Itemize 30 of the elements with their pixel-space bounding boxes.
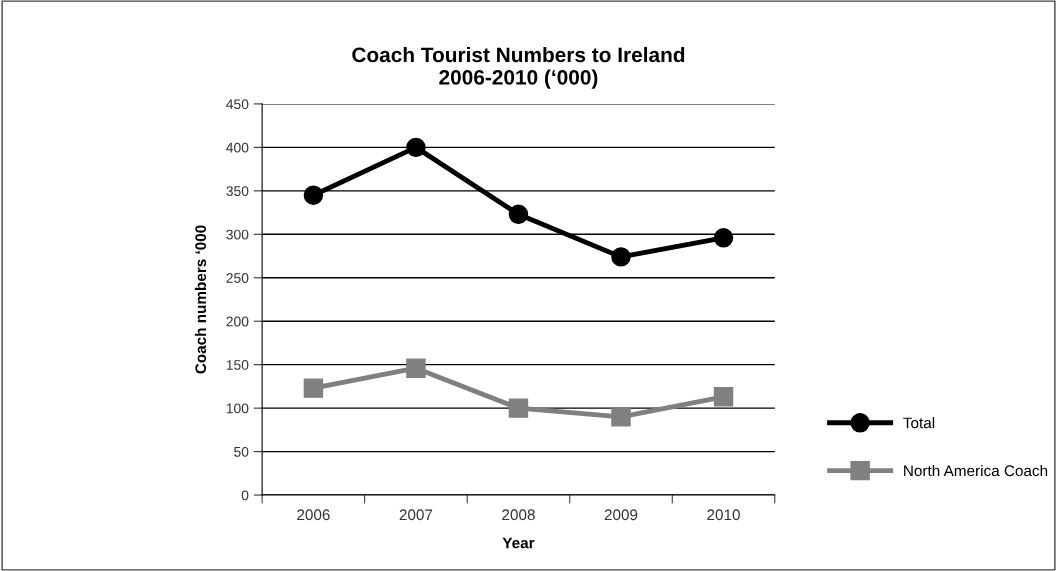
x-tick-label: 2006 xyxy=(297,509,330,521)
point xyxy=(303,185,324,205)
y-axis-title: Coach numbers ‘000 xyxy=(194,225,207,374)
y-tick-label: 200 xyxy=(226,316,249,327)
legend-label: Total xyxy=(903,417,935,429)
y-tick-label: 300 xyxy=(226,229,249,240)
point xyxy=(611,407,631,427)
x-axis-title: Year xyxy=(502,537,535,549)
y-tick-label: 250 xyxy=(226,273,249,283)
x-tick-label: 2008 xyxy=(502,509,535,521)
x-tick-label: 2009 xyxy=(604,509,638,521)
y-tick-label: 400 xyxy=(226,142,249,153)
y-tick-label: 450 xyxy=(226,99,249,110)
legend-label: North America Coach xyxy=(904,464,1048,477)
y-tick-label: 0 xyxy=(241,490,249,501)
point xyxy=(611,247,631,267)
point xyxy=(713,387,734,407)
x-tick-label: 2010 xyxy=(707,509,740,521)
chart-title: Coach Tourist Numbers to Ireland 2006-2010 (‘000) xyxy=(352,46,685,89)
y-tick-label: 100 xyxy=(226,403,249,414)
point xyxy=(406,358,426,378)
point xyxy=(406,137,426,158)
point xyxy=(508,398,529,418)
point xyxy=(713,228,734,248)
point xyxy=(303,378,324,398)
y-tick-label: 150 xyxy=(226,360,249,370)
point xyxy=(508,204,529,225)
x-tick-label: 2007 xyxy=(399,509,433,521)
y-tick-label: 50 xyxy=(234,446,249,457)
y-tick-label: 350 xyxy=(226,186,249,197)
